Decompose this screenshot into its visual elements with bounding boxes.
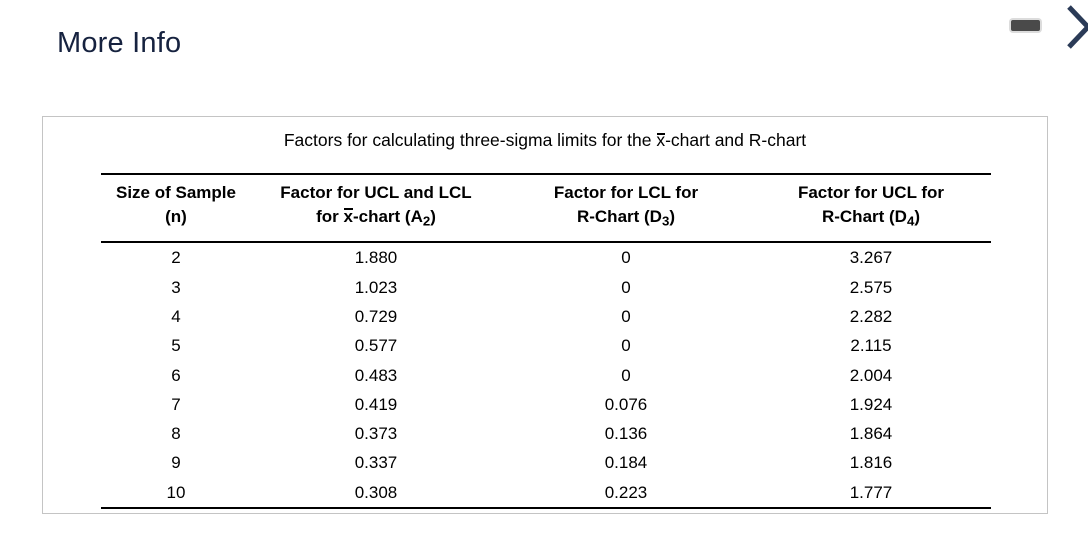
cell-d4: 1.864 — [849, 424, 893, 444]
header-text-part: for — [316, 207, 344, 226]
cell-d3: 0 — [621, 365, 631, 385]
col-header-d4: Factor for UCL for R-Chart (D4) — [751, 174, 991, 242]
cell-d3: 0 — [621, 248, 631, 268]
table-row: 10 0.308 0.223 1.777 — [101, 478, 991, 508]
cell-d3: 0.076 — [604, 394, 648, 414]
cell-n: 6 — [171, 365, 181, 385]
subscript: 3 — [661, 213, 670, 229]
table-row: 8 0.373 0.136 1.864 — [101, 419, 991, 448]
cell-a2: 0.337 — [354, 453, 398, 473]
cell-d4: 1.924 — [849, 394, 893, 414]
cell-d3: 0.184 — [604, 453, 648, 473]
header-line: Factor for UCL for — [797, 183, 945, 202]
cell-n: 10 — [166, 482, 186, 502]
table-title-suffix: -chart and R-chart — [665, 130, 807, 150]
table-title-prefix: Factors for calculating three-sigma limi… — [283, 130, 657, 150]
cell-n: 3 — [171, 277, 181, 297]
cell-n: 2 — [171, 248, 181, 268]
col-header-d3: Factor for LCL for R-Chart (D3) — [501, 174, 751, 242]
header-text-part: R-Chart (D — [821, 207, 907, 226]
header-row: Size of Sample (n) Factor for UCL and LC… — [101, 174, 991, 243]
cell-a2: 1.880 — [354, 248, 398, 268]
cell-a2: 0.729 — [354, 306, 398, 326]
cell-d4: 1.777 — [849, 482, 893, 502]
cell-a2: 1.023 — [354, 277, 398, 297]
minimize-icon[interactable] — [1011, 20, 1040, 31]
col-header-a2: Factor for UCL and LCL for x-chart (A2) — [251, 174, 501, 242]
table-row: 3 1.023 0 2.575 — [101, 273, 991, 302]
table-row: 7 0.419 0.076 1.924 — [101, 390, 991, 419]
cell-a2: 0.373 — [354, 424, 398, 444]
header-line: for x-chart (A2) — [251, 205, 501, 233]
cell-a2: 0.419 — [354, 394, 398, 414]
cell-d3: 0 — [621, 277, 631, 297]
cell-a2: 0.577 — [354, 336, 398, 356]
cell-n: 7 — [171, 394, 181, 414]
header-text-part: R-Chart (D — [576, 207, 662, 226]
subscript: 4 — [906, 213, 915, 229]
cell-d3: 0.223 — [604, 482, 648, 502]
col-header-sample-size: Size of Sample (n) — [101, 174, 251, 242]
table-row: 5 0.577 0 2.115 — [101, 331, 991, 360]
info-panel: Factors for calculating three-sigma limi… — [42, 116, 1048, 514]
cell-d3: 0 — [621, 336, 631, 356]
chevron-right-glyph — [1067, 5, 1088, 49]
cell-d3: 0 — [621, 306, 631, 326]
factors-table: Size of Sample (n) Factor for UCL and LC… — [101, 173, 991, 509]
table-row: 9 0.337 0.184 1.816 — [101, 448, 991, 477]
header-line: R-Chart (D3) — [501, 205, 751, 233]
header-line: R-Chart (D4) — [751, 205, 991, 233]
x-bar-symbol: x — [343, 205, 354, 229]
cell-d4: 2.115 — [850, 336, 892, 356]
cell-d3: 0.136 — [604, 424, 648, 444]
table-row: 6 0.483 0 2.004 — [101, 361, 991, 390]
cell-d4: 2.282 — [849, 306, 893, 326]
cell-d4: 2.004 — [849, 365, 893, 385]
cell-a2: 0.483 — [354, 365, 398, 385]
subscript: 2 — [422, 213, 431, 229]
header-text-part: ) — [430, 207, 436, 226]
header-line: (n) — [165, 207, 187, 226]
header-text-part: ) — [914, 207, 921, 226]
table-row: 4 0.729 0 2.282 — [101, 302, 991, 331]
cell-n: 5 — [171, 336, 181, 356]
header-text-part: -chart (A — [352, 207, 423, 226]
cell-d4: 3.267 — [849, 248, 893, 268]
cell-n: 8 — [171, 424, 181, 444]
cell-d4: 2.575 — [849, 277, 893, 297]
table-title: Factors for calculating three-sigma limi… — [43, 130, 1047, 151]
cell-d4: 1.816 — [849, 453, 893, 473]
cell-a2: 0.308 — [354, 482, 398, 502]
header-line: Factor for UCL and LCL — [280, 183, 472, 202]
header-line: Factor for LCL for — [553, 183, 699, 202]
x-bar-symbol: x — [656, 130, 666, 150]
close-icon[interactable] — [1066, 3, 1088, 51]
dialog-title: More Info — [57, 27, 182, 59]
table-row: 2 1.880 0 3.267 — [101, 242, 991, 272]
cell-n: 4 — [171, 306, 181, 326]
header-text-part: ) — [669, 207, 676, 226]
cell-n: 9 — [171, 453, 181, 473]
header-line: Size of Sample — [116, 183, 236, 202]
